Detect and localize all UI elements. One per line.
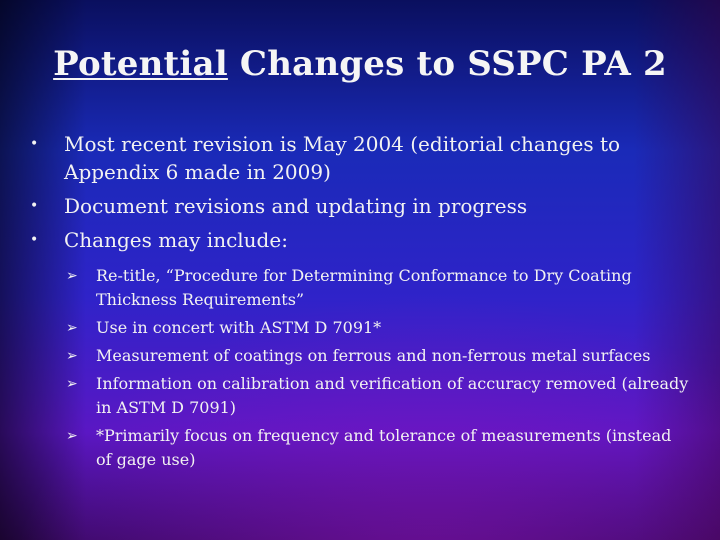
sub-bullet-item: ➢ *Primarily focus on frequency and tole… bbox=[64, 424, 690, 472]
arrow-bullet-icon: ➢ bbox=[66, 376, 78, 392]
sub-bullet-text: Measurement of coatings on ferrous and n… bbox=[96, 346, 651, 365]
bullet-item: • Changes may include: ➢ Re-title, “Proc… bbox=[30, 226, 690, 472]
arrow-bullet-icon: ➢ bbox=[66, 348, 78, 364]
bullet-dot-icon: • bbox=[30, 198, 39, 214]
sub-bullet-text: *Primarily focus on frequency and tolera… bbox=[96, 426, 672, 469]
sub-bullet-text: Re-title, “Procedure for Determining Con… bbox=[96, 266, 632, 309]
bullet-dot-icon: • bbox=[30, 232, 39, 248]
bullet-item: • Most recent revision is May 2004 (edit… bbox=[30, 130, 690, 186]
bullet-list: • Most recent revision is May 2004 (edit… bbox=[30, 130, 690, 478]
sub-bullet-list: ➢ Re-title, “Procedure for Determining C… bbox=[64, 264, 690, 472]
sub-bullet-item: ➢ Use in concert with ASTM D 7091* bbox=[64, 316, 690, 340]
title-rest: Changes to SSPC PA 2 bbox=[227, 44, 667, 84]
bullet-text: Most recent revision is May 2004 (editor… bbox=[64, 132, 621, 184]
sub-bullet-item: ➢ Information on calibration and verific… bbox=[64, 372, 690, 420]
sub-bullet-item: ➢ Measurement of coatings on ferrous and… bbox=[64, 344, 690, 368]
arrow-bullet-icon: ➢ bbox=[66, 428, 78, 444]
slide-title: Potential Changes to SSPC PA 2 bbox=[0, 44, 720, 84]
title-underlined-word: Potential bbox=[53, 44, 228, 84]
sub-bullet-text: Use in concert with ASTM D 7091* bbox=[96, 318, 382, 337]
bullet-text: Document revisions and updating in progr… bbox=[64, 194, 528, 218]
bullet-text: Changes may include: bbox=[64, 228, 288, 252]
arrow-bullet-icon: ➢ bbox=[66, 320, 78, 336]
sub-bullet-text: Information on calibration and verificat… bbox=[96, 374, 689, 417]
sub-bullet-item: ➢ Re-title, “Procedure for Determining C… bbox=[64, 264, 690, 312]
bullet-dot-icon: • bbox=[30, 136, 39, 152]
bullet-item: • Document revisions and updating in pro… bbox=[30, 192, 690, 220]
arrow-bullet-icon: ➢ bbox=[66, 268, 78, 284]
